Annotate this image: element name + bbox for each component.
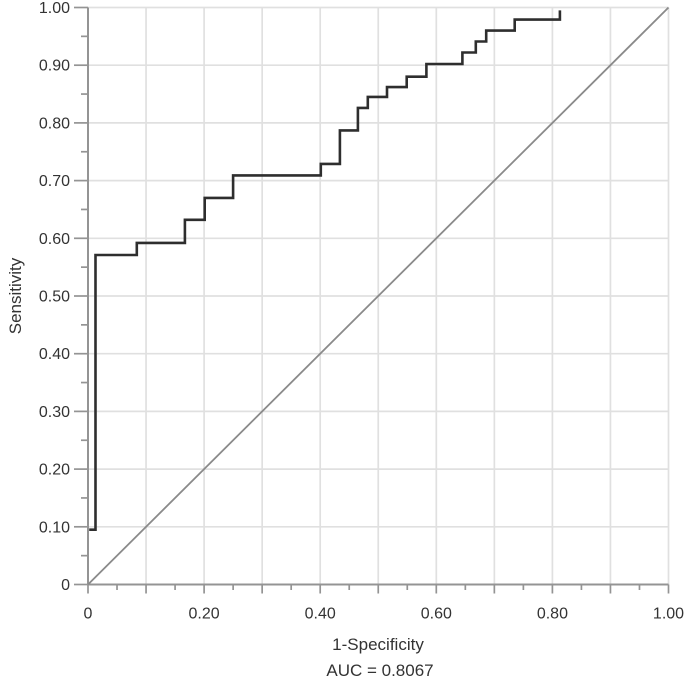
roc-curve: [89, 10, 562, 531]
axes: [74, 6, 670, 594]
y-axis-title: Sensitivity: [6, 257, 25, 334]
x-tick-label: 0.60: [421, 606, 452, 623]
x-axis-title: 1-Specificity: [332, 635, 424, 654]
y-tick-label: 0.10: [39, 519, 70, 536]
x-tick-label: 0.80: [537, 606, 568, 623]
y-tick-label: 1.00: [39, 0, 70, 17]
auc-annotation: AUC = 0.8067: [326, 661, 433, 680]
y-tick-label: 0.90: [39, 58, 70, 75]
y-tick-label: 0: [61, 577, 70, 594]
y-tick-label: 0.30: [39, 404, 70, 421]
series: [87, 6, 670, 586]
gridlines: [87, 6, 670, 586]
y-tick-label: 0.20: [39, 462, 70, 479]
x-tick-label: 0: [84, 606, 93, 623]
y-tick-label: 0.40: [39, 346, 70, 363]
x-tick-label: 1.00: [653, 606, 684, 623]
x-tick-label: 0.40: [305, 606, 336, 623]
x-tick-label: 0.20: [189, 606, 220, 623]
y-tick-label: 0.50: [39, 289, 70, 306]
y-tick-label: 0.80: [39, 115, 70, 132]
y-tick-label: 0.70: [39, 173, 70, 190]
y-tick-label: 0.60: [39, 231, 70, 248]
tick-labels: 0 0.10 0.20 0.30 0.40 0.50 0.60 0.70 0.80 0.90 1.0…: [39, 0, 684, 623]
reference-diagonal: [87, 6, 670, 586]
